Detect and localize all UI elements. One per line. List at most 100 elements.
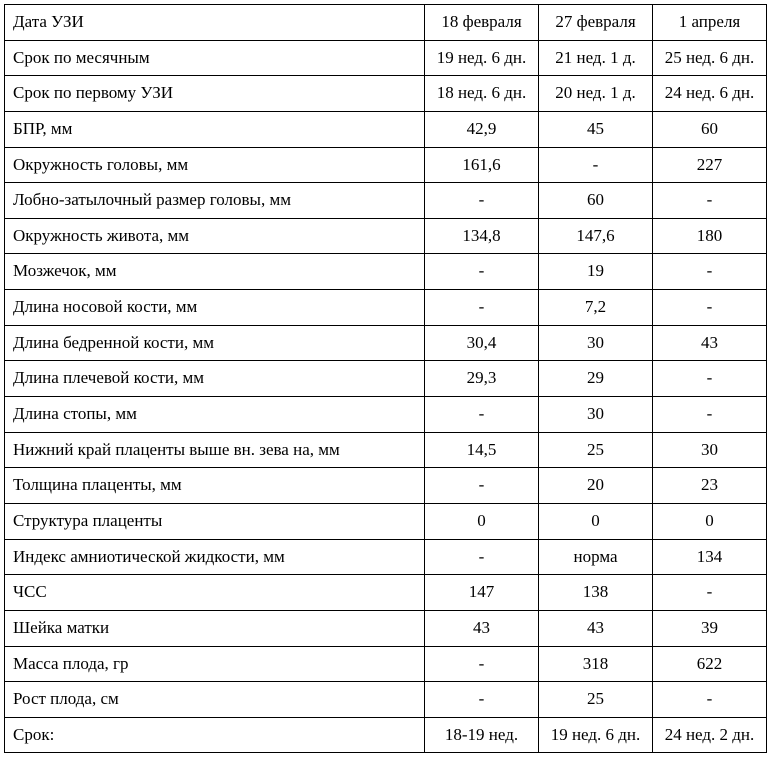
- row-value-col2: 19: [539, 254, 653, 290]
- row-value-col1: 19 нед. 6 дн.: [425, 40, 539, 76]
- row-value-col2: 25: [539, 432, 653, 468]
- row-value-col3: -: [653, 682, 767, 718]
- row-value-col3: -: [653, 183, 767, 219]
- row-value-col2: 318: [539, 646, 653, 682]
- table-row: Рост плода, см-25-: [5, 682, 767, 718]
- row-label: Длина носовой кости, мм: [5, 290, 425, 326]
- row-label: Структура плаценты: [5, 503, 425, 539]
- row-value-col2: 25: [539, 682, 653, 718]
- row-value-col3: -: [653, 361, 767, 397]
- row-value-col1: -: [425, 646, 539, 682]
- row-value-col2: 138: [539, 575, 653, 611]
- table-row: БПР, мм42,94560: [5, 111, 767, 147]
- row-label: Длина стопы, мм: [5, 397, 425, 433]
- row-value-col2: 60: [539, 183, 653, 219]
- table-row: Длина стопы, мм-30-: [5, 397, 767, 433]
- row-label: Мозжечок, мм: [5, 254, 425, 290]
- row-value-col2: норма: [539, 539, 653, 575]
- row-value-col2: 43: [539, 610, 653, 646]
- row-value-col3: 622: [653, 646, 767, 682]
- row-value-col3: 43: [653, 325, 767, 361]
- row-label: Срок по первому УЗИ: [5, 76, 425, 112]
- row-value-col2: 21 нед. 1 д.: [539, 40, 653, 76]
- row-value-col3: 0: [653, 503, 767, 539]
- ultrasound-table: Дата УЗИ18 февраля27 февраля1 апреляСрок…: [4, 4, 767, 753]
- table-row: Длина плечевой кости, мм29,329-: [5, 361, 767, 397]
- row-value-col1: 42,9: [425, 111, 539, 147]
- row-value-col1: 30,4: [425, 325, 539, 361]
- table-row: Мозжечок, мм-19-: [5, 254, 767, 290]
- table-row: Дата УЗИ18 февраля27 февраля1 апреля: [5, 5, 767, 41]
- table-row: Масса плода, гр-318622: [5, 646, 767, 682]
- row-value-col2: 7,2: [539, 290, 653, 326]
- row-value-col3: -: [653, 397, 767, 433]
- row-value-col1: 18 февраля: [425, 5, 539, 41]
- table-row: Структура плаценты000: [5, 503, 767, 539]
- row-value-col3: 25 нед. 6 дн.: [653, 40, 767, 76]
- row-value-col3: 24 нед. 6 дн.: [653, 76, 767, 112]
- row-value-col1: 147: [425, 575, 539, 611]
- row-value-col1: 29,3: [425, 361, 539, 397]
- row-value-col1: -: [425, 290, 539, 326]
- table-row: Толщина плаценты, мм-2023: [5, 468, 767, 504]
- row-value-col1: 14,5: [425, 432, 539, 468]
- table-row: Лобно-затылочный размер головы, мм-60-: [5, 183, 767, 219]
- row-value-col3: -: [653, 290, 767, 326]
- row-value-col1: 43: [425, 610, 539, 646]
- row-value-col2: 45: [539, 111, 653, 147]
- row-value-col3: 1 апреля: [653, 5, 767, 41]
- row-value-col3: -: [653, 254, 767, 290]
- row-label: Масса плода, гр: [5, 646, 425, 682]
- table-row: Срок по месячным19 нед. 6 дн.21 нед. 1 д…: [5, 40, 767, 76]
- row-value-col1: -: [425, 397, 539, 433]
- row-label: Срок по месячным: [5, 40, 425, 76]
- row-value-col3: 60: [653, 111, 767, 147]
- table-body: Дата УЗИ18 февраля27 февраля1 апреляСрок…: [5, 5, 767, 753]
- row-value-col3: 134: [653, 539, 767, 575]
- row-value-col1: 134,8: [425, 218, 539, 254]
- row-label: Рост плода, см: [5, 682, 425, 718]
- row-label: Шейка матки: [5, 610, 425, 646]
- row-value-col1: -: [425, 539, 539, 575]
- row-value-col2: 30: [539, 397, 653, 433]
- row-value-col3: 30: [653, 432, 767, 468]
- row-label: Окружность живота, мм: [5, 218, 425, 254]
- row-value-col3: -: [653, 575, 767, 611]
- row-value-col3: 23: [653, 468, 767, 504]
- table-row: Окружность живота, мм134,8147,6180: [5, 218, 767, 254]
- row-value-col2: -: [539, 147, 653, 183]
- table-row: Нижний край плаценты выше вн. зева на, м…: [5, 432, 767, 468]
- row-label: ЧСС: [5, 575, 425, 611]
- row-label: Толщина плаценты, мм: [5, 468, 425, 504]
- row-value-col3: 39: [653, 610, 767, 646]
- row-value-col2: 0: [539, 503, 653, 539]
- row-label: БПР, мм: [5, 111, 425, 147]
- row-value-col2: 29: [539, 361, 653, 397]
- row-label: Дата УЗИ: [5, 5, 425, 41]
- row-value-col3: 180: [653, 218, 767, 254]
- row-value-col1: -: [425, 254, 539, 290]
- table-row: Шейка матки434339: [5, 610, 767, 646]
- row-value-col2: 20: [539, 468, 653, 504]
- row-label: Лобно-затылочный размер головы, мм: [5, 183, 425, 219]
- row-value-col2: 20 нед. 1 д.: [539, 76, 653, 112]
- table-row: Окружность головы, мм161,6-227: [5, 147, 767, 183]
- row-label: Длина бедренной кости, мм: [5, 325, 425, 361]
- row-value-col1: -: [425, 183, 539, 219]
- table-row: Срок по первому УЗИ18 нед. 6 дн.20 нед. …: [5, 76, 767, 112]
- row-value-col1: 18 нед. 6 дн.: [425, 76, 539, 112]
- row-value-col1: 0: [425, 503, 539, 539]
- table-row: Индекс амниотической жидкости, мм-норма1…: [5, 539, 767, 575]
- row-label: Окружность головы, мм: [5, 147, 425, 183]
- row-value-col1: 161,6: [425, 147, 539, 183]
- row-value-col2: 30: [539, 325, 653, 361]
- row-value-col3: 227: [653, 147, 767, 183]
- row-label: Нижний край плаценты выше вн. зева на, м…: [5, 432, 425, 468]
- row-label: Длина плечевой кости, мм: [5, 361, 425, 397]
- table-row: Длина носовой кости, мм-7,2-: [5, 290, 767, 326]
- table-row: Длина бедренной кости, мм30,43043: [5, 325, 767, 361]
- row-value-col2: 147,6: [539, 218, 653, 254]
- row-value-col2: 27 февраля: [539, 5, 653, 41]
- row-value-col1: -: [425, 682, 539, 718]
- row-value-col1: -: [425, 468, 539, 504]
